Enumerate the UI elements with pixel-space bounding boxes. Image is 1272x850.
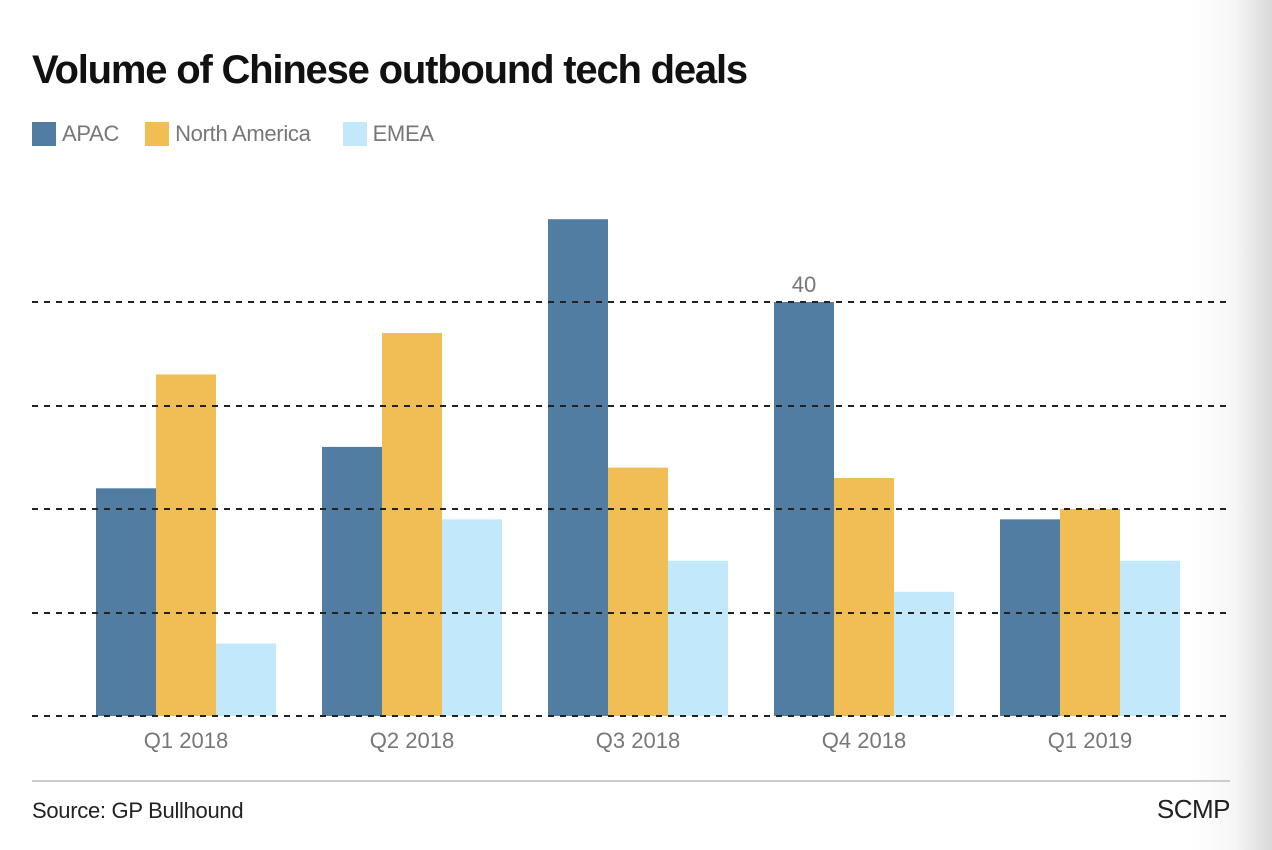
- bar-apac-q1-2018: [96, 488, 156, 716]
- x-tick-label: Q1 2018: [144, 728, 228, 753]
- legend-label-apac: APAC: [62, 121, 120, 146]
- legend-item-emea: EMEA: [342, 121, 434, 147]
- bar-emea-q2-2018: [442, 519, 502, 716]
- bar-emea-q1-2018: [216, 643, 276, 716]
- bar-north-america-q1-2018: [156, 374, 216, 716]
- data-label: 40: [792, 272, 816, 297]
- footer-divider: [32, 780, 1230, 782]
- labels-layer: Q1 2018 Q2 2018 Q3 2018 Q4 2018 Q1 2019 40: [144, 272, 1132, 753]
- legend-item-apac: APAC: [32, 121, 119, 147]
- x-tick-label: Q4 2018: [822, 728, 906, 753]
- bars-layer: [96, 219, 1180, 716]
- chart-title: Volume of Chinese outbound tech deals: [32, 48, 748, 92]
- gridlines-layer: [32, 301, 1228, 717]
- legend-item-north-america: North America: [145, 121, 311, 147]
- bar-north-america-q3-2018: [608, 467, 668, 716]
- legend-label-emea: EMEA: [372, 121, 434, 146]
- legend: APAC North America EMEA: [32, 120, 460, 148]
- x-tick-label: Q2 2018: [370, 728, 454, 753]
- source-note: Source: GP Bullhound: [32, 798, 244, 823]
- legend-swatch-emea: [342, 122, 367, 146]
- bar-emea-q1-2019: [1120, 560, 1180, 716]
- bar-emea-q4-2018: [894, 591, 954, 716]
- bar-apac-q1-2019: [1000, 519, 1060, 716]
- legend-label-north-america: North America: [175, 121, 311, 146]
- legend-swatch-north-america: [145, 122, 170, 146]
- x-tick-label: Q1 2019: [1048, 728, 1132, 753]
- legend-swatch-apac: [32, 122, 56, 146]
- bar-north-america-q2-2018: [382, 333, 442, 716]
- bar-north-america-q4-2018: [834, 477, 894, 716]
- bar-emea-q3-2018: [668, 560, 728, 716]
- brand-logo-text: SCMP: [1156, 794, 1231, 824]
- x-tick-label: Q3 2018: [596, 728, 680, 753]
- bar-apac-q3-2018: [548, 219, 608, 716]
- bar-apac-q2-2018: [322, 446, 382, 716]
